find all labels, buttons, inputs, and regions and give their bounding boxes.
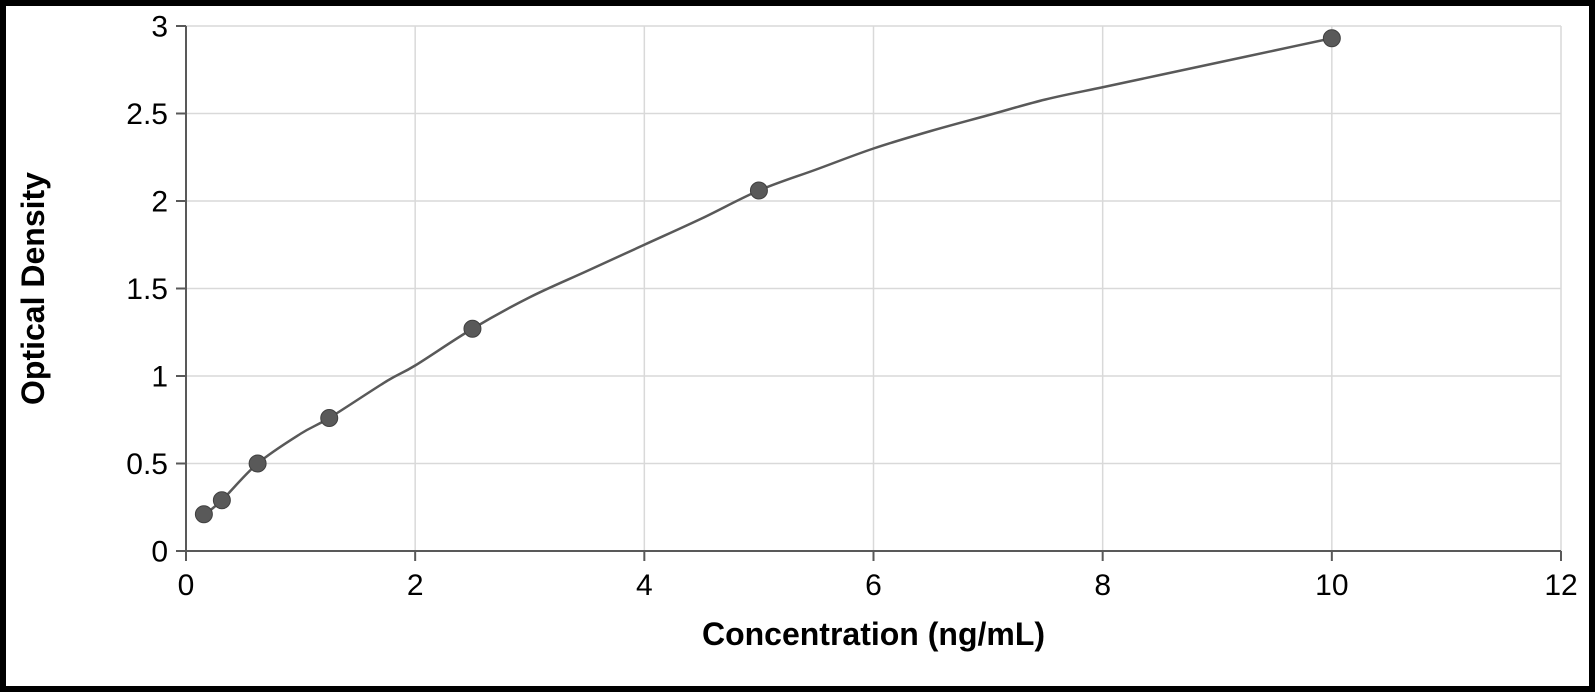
y-tick-label: 1 [151, 361, 168, 394]
y-tick-label: 0 [151, 536, 168, 569]
y-tick-label: 0.5 [126, 448, 168, 481]
chart-frame: 0 2 4 6 8 10 12 0 0.5 1 1.5 2 2.5 3 Concentration (ng/… [0, 0, 1595, 692]
data-point [195, 506, 212, 523]
x-tick-label: 12 [1544, 569, 1577, 602]
data-point [321, 410, 338, 427]
x-tick-label: 8 [1094, 569, 1111, 602]
chart-background [6, 6, 1589, 686]
data-point [464, 320, 481, 337]
x-axis-label: Concentration (ng/mL) [702, 616, 1045, 652]
data-point [213, 492, 230, 509]
data-point [1323, 30, 1340, 47]
x-tick-label: 0 [178, 569, 195, 602]
x-tick-label: 4 [636, 569, 653, 602]
y-tick-label: 2 [151, 186, 168, 219]
y-axis-label: Optical Density [15, 172, 51, 405]
y-tick-label: 3 [151, 11, 168, 44]
x-tick-label: 10 [1315, 569, 1348, 602]
x-tick-label: 2 [407, 569, 424, 602]
y-tick-label: 2.5 [126, 98, 168, 131]
x-tick-label: 6 [865, 569, 882, 602]
data-point [249, 455, 266, 472]
data-point [750, 182, 767, 199]
y-tick-label: 1.5 [126, 273, 168, 306]
chart-canvas: 0 2 4 6 8 10 12 0 0.5 1 1.5 2 2.5 3 Concentration (ng/… [6, 6, 1589, 686]
